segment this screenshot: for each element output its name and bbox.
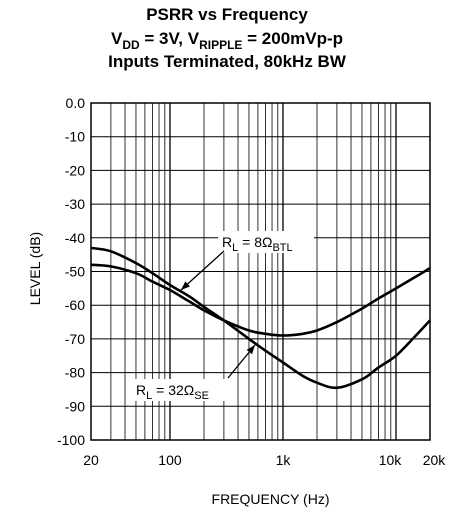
vdd-subscript: DD [122,38,140,52]
chart-title-line1: PSRR vs Frequency [146,5,308,24]
y-tick-label: -80 [65,365,85,381]
annotation-32ohm-se-bg [132,379,228,401]
annotation-arrow-32ohm-head [246,345,255,355]
series-line-32ohm-se [90,246,431,390]
x-tick-label: 1k [276,452,292,468]
annotation-32ohm-se: RL = 32ΩSE [136,382,209,402]
series-line-8ohm-btl [90,263,431,337]
annotation-8ohm-btl-bg [218,231,314,253]
y-axis-label: LEVEL (dB) [27,232,43,305]
x-axis-ticks: 20 100 1k 10k 20k [83,452,446,468]
x-tick-label: 20 [83,452,99,468]
y-tick-label: -10 [65,129,85,145]
vripple-subscript: RIPPLE [199,38,243,52]
y-tick-label: -40 [65,230,85,246]
annotation-8ohm-btl: RL = 8ΩBTL [222,234,293,254]
y-tick-label: -60 [65,297,85,313]
vdd-value-vripple-symbol: = 3V, V [139,29,200,48]
annotation-arrow-8ohm-head [181,281,190,290]
vdd-symbol: V [110,29,123,48]
y-tick-label: -100 [57,432,85,448]
chart-title-line3: Inputs Terminated, 80kHz BW [108,52,346,71]
plot-frame [90,102,431,441]
x-tick-label: 100 [158,452,182,468]
x-axis-label: FREQUENCY (Hz) [212,491,330,507]
y-tick-label: -70 [65,331,85,347]
y-tick-label: -20 [65,162,85,178]
y-tick-label: 0.0 [66,95,86,111]
x-tick-label: 10k [379,452,403,468]
series-curves [90,246,431,390]
annotation-arrow-8ohm [180,250,225,291]
x-tick-label: 20k [423,452,447,468]
y-axis-ticks: 0.0 -10 -20 -30 -40 -50 -60 -70 -80 -90 -100 [57,95,85,448]
y-tick-label: -90 [65,398,85,414]
vripple-value: = 200mVp-p [242,29,344,48]
y-tick-label: -30 [65,196,85,212]
y-tick-label: -50 [65,264,85,280]
chart-title-line2: VDD = 3V, VRIPPLE = 200mVp-p [0,29,454,52]
series-annotations: RL = 8ΩBTL RL = 32ΩSE [132,231,314,402]
